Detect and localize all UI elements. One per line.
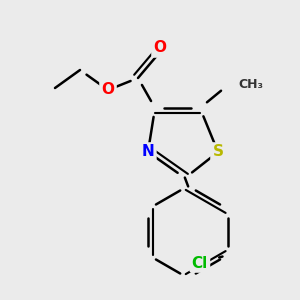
Text: S: S	[212, 145, 224, 160]
Text: O: O	[101, 82, 115, 98]
Text: Cl: Cl	[192, 256, 208, 271]
Text: N: N	[142, 145, 154, 160]
Text: O: O	[154, 40, 166, 56]
Text: CH₃: CH₃	[238, 79, 263, 92]
